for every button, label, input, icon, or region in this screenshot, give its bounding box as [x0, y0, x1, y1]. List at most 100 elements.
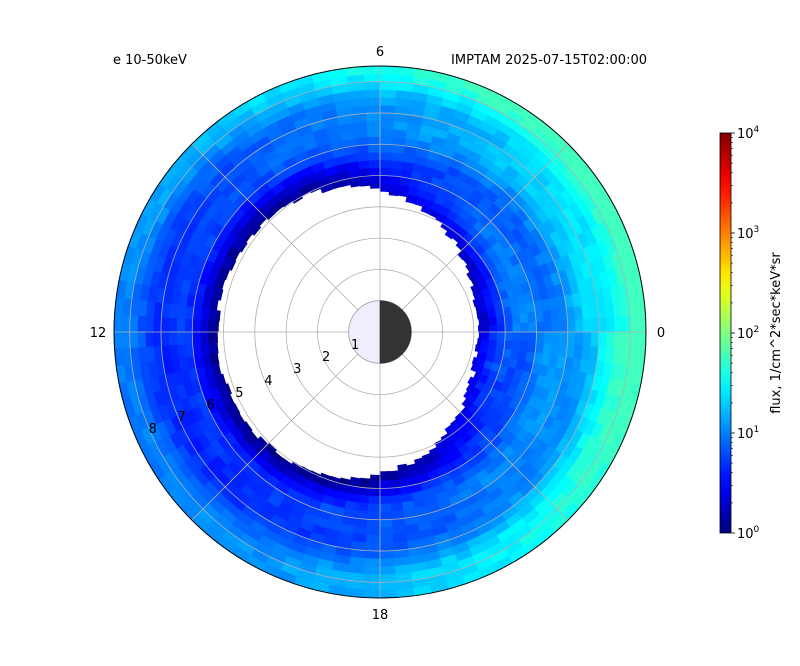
flux-cell — [357, 159, 370, 170]
flux-cell — [543, 331, 553, 344]
flux-cell — [379, 558, 396, 568]
flux-cell — [606, 331, 616, 348]
flux-cell — [379, 96, 396, 106]
flux-cell — [504, 331, 514, 342]
grid-spoke — [379, 143, 569, 333]
flux-cell — [390, 159, 403, 170]
flux-cell — [379, 511, 393, 521]
flux-cell — [356, 152, 370, 162]
flux-cell — [379, 104, 396, 114]
flux-cell — [503, 314, 514, 325]
flux-cell — [357, 494, 370, 505]
flux-cell — [488, 331, 498, 340]
flux-cell — [365, 120, 381, 130]
colorbar-tick-label: 100 — [737, 525, 760, 542]
earth-dayside — [348, 300, 381, 364]
plot-frame — [113, 65, 647, 599]
flux-cell — [362, 73, 381, 83]
flux-cell — [528, 321, 537, 333]
flux-cell — [551, 319, 561, 333]
flux-cell — [365, 542, 381, 552]
flux-cell — [573, 344, 584, 359]
flux-cell — [379, 159, 392, 169]
radial-tick-label: 5 — [235, 386, 243, 401]
colorbar-tick-label: 102 — [737, 325, 759, 342]
radial-tick-label: 1 — [351, 338, 359, 353]
flux-cell — [366, 526, 381, 536]
radial-tick-label: 2 — [322, 350, 330, 365]
flux-cell — [606, 316, 616, 333]
colorbar-tick-label: 103 — [737, 225, 759, 242]
flux-cell — [184, 318, 193, 333]
flux-cell — [363, 89, 381, 99]
flux-cell — [113, 331, 123, 350]
flux-cell — [488, 324, 498, 333]
flux-cell — [477, 325, 483, 333]
flux-cell — [160, 317, 170, 333]
flux-cell — [379, 112, 395, 122]
flux-cell — [379, 183, 391, 192]
flux-cell — [359, 479, 371, 489]
flux-cell — [389, 479, 401, 489]
flux-cell — [379, 519, 394, 528]
flux-cell — [379, 565, 397, 575]
flux-sectors — [113, 65, 647, 599]
flux-cell — [365, 112, 381, 122]
flux-cell — [480, 338, 490, 347]
colorbar-gradient — [719, 132, 732, 534]
flux-cell — [113, 314, 123, 333]
flux-cell — [366, 136, 381, 145]
flux-cell — [488, 316, 498, 326]
flux-cell — [379, 167, 392, 177]
flux-cell — [542, 309, 553, 322]
flux-cell — [389, 175, 401, 185]
flux-cell — [520, 331, 529, 343]
flux-cell — [504, 322, 514, 333]
flux-cell — [590, 331, 600, 347]
flux-cell — [582, 331, 592, 347]
flux-cell — [367, 151, 381, 161]
flux-cell — [488, 338, 498, 348]
flux-cell — [363, 573, 381, 583]
flux-cell — [496, 315, 506, 325]
flux-cell — [137, 331, 147, 349]
flux-cell — [379, 487, 392, 497]
flux-cell — [390, 502, 404, 512]
flux-cell — [379, 573, 397, 583]
flux-cell — [367, 143, 381, 153]
angular-tick-label: 12 — [90, 326, 107, 341]
flux-cell — [496, 339, 506, 349]
flux-cell — [543, 320, 553, 333]
flux-cell — [389, 486, 402, 497]
flux-cell — [534, 310, 545, 323]
flux-cell — [207, 331, 217, 344]
flux-cell — [527, 311, 537, 323]
flux-cell — [590, 317, 600, 333]
flux-cell — [207, 309, 218, 322]
flux-cell — [379, 120, 395, 130]
flux-cell — [390, 494, 403, 505]
flux-cell — [574, 318, 584, 333]
flux-cell — [363, 81, 381, 91]
flux-cell — [144, 331, 154, 348]
flux-cell — [582, 317, 592, 333]
flux-cell — [550, 342, 560, 356]
flux-cell — [512, 322, 522, 333]
flux-cell — [598, 316, 608, 333]
flux-cell — [364, 558, 381, 568]
flux-cell — [573, 305, 584, 320]
colorbar-tick-label: 101 — [737, 425, 759, 442]
angular-tick-label: 0 — [657, 326, 665, 341]
flux-cell — [559, 331, 569, 345]
flux-cell — [519, 312, 529, 324]
flux-cell — [207, 320, 217, 333]
flux-cell — [629, 314, 639, 333]
flux-cell — [527, 341, 537, 353]
flux-cell — [487, 345, 497, 356]
earth-marker — [348, 300, 412, 364]
flux-cell — [129, 315, 139, 333]
flux-cell — [365, 534, 381, 544]
flux-cell — [353, 525, 368, 536]
grid-spoke — [191, 331, 381, 521]
flux-cell — [364, 96, 381, 106]
